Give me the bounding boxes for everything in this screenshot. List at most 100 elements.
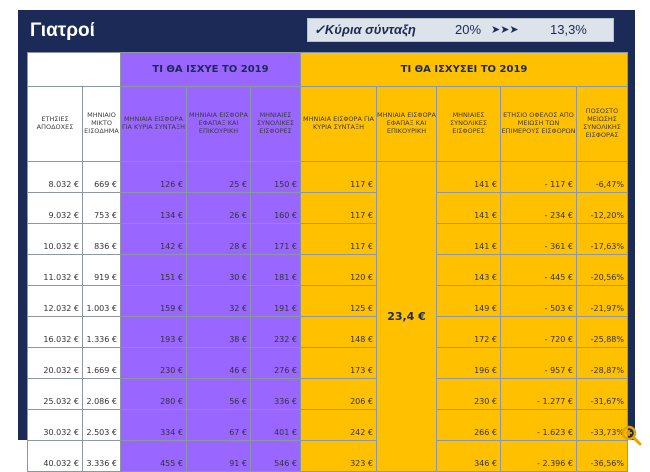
table-cell: 171 €	[250, 223, 301, 255]
table-cell: -28,87%	[576, 347, 628, 379]
table-cell: 1.003 €	[82, 285, 121, 317]
table-row: 30.032 €2.503 €334 €67 €401 €242 €266 € -…	[27, 409, 628, 441]
table-cell: 40.032 €	[27, 440, 83, 472]
table-cell: 172 €	[436, 316, 501, 348]
table-row: 11.032 €919 €151 €30 €181 €120 € 143 € - 4…	[27, 254, 628, 286]
column-header: ΜΗΝΙΑΙΟ ΜΙΚΤΟ ΕΙΣΟΔΗΜΑ	[82, 86, 121, 162]
table-cell: 16.032 €	[27, 316, 83, 348]
table-cell: -25,88%	[576, 316, 628, 348]
blank-corner	[27, 52, 121, 87]
table-cell: 336 €	[250, 378, 301, 410]
table-cell: 669 €	[82, 161, 121, 193]
table-cell: 242 €	[300, 409, 377, 441]
table-cell: 546 €	[250, 440, 301, 472]
table-cell: 28 €	[186, 223, 251, 255]
table-cell: - 503 €	[500, 285, 577, 317]
table-cell: 919 €	[82, 254, 121, 286]
table-cell: 25.032 €	[27, 378, 83, 410]
table-cell: 1.336 €	[82, 316, 121, 348]
column-header: ΕΤΗΣΙΟ ΟΦΕΛΟΣ ΑΠΟ ΜΕΙΩΣΗ ΤΩΝ ΕΠΙΜΕΡΟΥΣ Ε…	[500, 86, 577, 162]
merged-supplementary-contribution: 23,4 €	[376, 161, 437, 472]
table-cell: - 1.623 €	[500, 409, 577, 441]
table-cell: 160 €	[250, 192, 301, 224]
table-cell: 3.336 €	[82, 440, 121, 472]
table-cell: 230 €	[436, 378, 501, 410]
table-cell: 25 €	[186, 161, 251, 193]
table-cell: 323 €	[300, 440, 377, 472]
table-cell: 149 €	[436, 285, 501, 317]
table-row: 20.032 €1.669 €230 €46 €276 €173 €196 € -…	[27, 347, 628, 379]
table-cell: 266 €	[436, 409, 501, 441]
column-header: ΜΗΝΙΑΙΑ ΕΙΣΦΟΡΑ ΕΦΑΠΑΞ ΚΑΙ ΕΠΙΚΟΥΡΙΚΗ	[376, 86, 437, 162]
table-cell: 120 €	[300, 254, 377, 286]
table-cell: 334 €	[120, 409, 187, 441]
table-row: 16.032 €1.336 €193 €38 €232 €148 €172 € -…	[27, 316, 628, 348]
table-cell: -6,47%	[576, 161, 628, 193]
table-row: 8.032 €669 €126 €25 €150 €117 €23,4 €141…	[27, 161, 628, 472]
table-cell: -21,97%	[576, 285, 628, 317]
table-cell: - 1.277 €	[500, 378, 577, 410]
table-cell: 91 €	[186, 440, 251, 472]
table-cell: 117 €	[300, 223, 377, 255]
table-cell: 9.032 €	[27, 192, 83, 224]
table-row: 12.032 €1.003 €159 €32 €191 €125 €149 € -…	[27, 285, 628, 317]
summary-value-old: 20%	[455, 22, 482, 37]
column-header: ΜΗΝΙΑΙΕΣ ΣΥΝΟΛΙΚΕΣ ΕΙΣΦΟΡΕΣ	[250, 86, 301, 162]
table-row: 25.032 €2.086 €280 €56 €336 €206 €230 € -…	[27, 378, 628, 410]
table-cell: 181 €	[250, 254, 301, 286]
table-cell: 159 €	[120, 285, 187, 317]
table-cell: 117 €	[300, 192, 377, 224]
table-cell: - 445 €	[500, 254, 577, 286]
table-cell: 30.032 €	[27, 409, 83, 441]
table-cell: - 720 €	[500, 316, 577, 348]
table-cell: 143 €	[436, 254, 501, 286]
group-header-after: ΤΙ ΘΑ ΙΣΧΥΣΕΙ ΤΟ 2019	[300, 52, 628, 87]
table-cell: 836 €	[82, 223, 121, 255]
table-cell: 67 €	[186, 409, 251, 441]
table-cell: 280 €	[120, 378, 187, 410]
table-cell: 151 €	[120, 254, 187, 286]
table-cell: 455 €	[120, 440, 187, 472]
table-cell: 173 €	[300, 347, 377, 379]
table-cell: 401 €	[250, 409, 301, 441]
table-cell: -31,67%	[576, 378, 628, 410]
table-cell: 148 €	[300, 316, 377, 348]
table-cell: 2.503 €	[82, 409, 121, 441]
table-cell: 26 €	[186, 192, 251, 224]
table-cell: 8.032 €	[27, 161, 83, 193]
table-cell: - 234 €	[500, 192, 577, 224]
summary-value-new: 13,3%	[550, 22, 587, 37]
column-header: ΜΗΝΙΑΙΕΣ ΣΥΝΟΛΙΚΕΣ ΕΙΣΦΟΡΕΣ	[436, 86, 501, 162]
table-cell: 11.032 €	[27, 254, 83, 286]
table-cell: - 2.396 €	[500, 440, 577, 472]
group-header-before: ΤΙ ΘΑ ΙΣΧΥΕ ΤΟ 2019	[120, 52, 301, 87]
table-cell: 10.032 €	[27, 223, 83, 255]
table-cell: 134 €	[120, 192, 187, 224]
table-cell: 150 €	[250, 161, 301, 193]
table-cell: -12,20%	[576, 192, 628, 224]
table-cell: 126 €	[120, 161, 187, 193]
table-row: 10.032 €836 €142 €28 €171 €117 € 141 € - 3…	[27, 223, 628, 255]
table-cell: 206 €	[300, 378, 377, 410]
table-cell: 20.032 €	[27, 347, 83, 379]
table-row: 9.032 €753 €134 €26 €160 €117 € 141 € - 23…	[27, 192, 628, 224]
table-cell: 346 €	[436, 440, 501, 472]
table-cell: 753 €	[82, 192, 121, 224]
table-cell: - 117 €	[500, 161, 577, 193]
column-header: ΜΗΝΙΑΙΑ ΕΙΣΦΟΡΑ ΕΦΑΠΑΞ ΚΑΙ ΕΠΙΚΟΥΡΙΚΗ	[186, 86, 251, 162]
table-cell: 12.032 €	[27, 285, 83, 317]
column-header: ΜΗΝΙΑΙΑ ΕΙΣΦΟΡΑ ΓΙΑ ΚΥΡΙΑ ΣΥΝΤΑΞΗ	[120, 86, 187, 162]
table-cell: 1.669 €	[82, 347, 121, 379]
table-cell: 191 €	[250, 285, 301, 317]
table-cell: 141 €	[436, 161, 501, 193]
table-cell: 46 €	[186, 347, 251, 379]
table-cell: 38 €	[186, 316, 251, 348]
table-cell: - 957 €	[500, 347, 577, 379]
table-cell: -33,73%	[576, 409, 628, 441]
zoom-in-icon[interactable]	[620, 424, 642, 446]
table-cell: 117 €	[300, 161, 377, 193]
table-cell: 56 €	[186, 378, 251, 410]
summary-box: ✓Κύρια σύνταξη 20% ➤➤➤ 13,3%	[307, 18, 614, 42]
table-cell: 232 €	[250, 316, 301, 348]
table-cell: 276 €	[250, 347, 301, 379]
